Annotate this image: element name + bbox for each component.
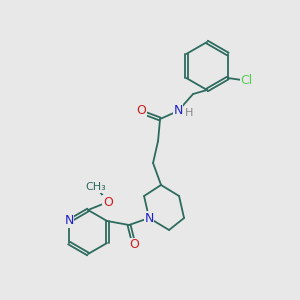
Text: N: N	[144, 212, 154, 224]
Text: N: N	[173, 104, 183, 118]
Text: H: H	[185, 108, 193, 118]
Text: O: O	[129, 238, 139, 251]
Text: O: O	[136, 104, 146, 118]
Text: N: N	[64, 214, 74, 227]
Text: O: O	[103, 196, 113, 208]
Text: O: O	[103, 196, 113, 208]
Text: Cl: Cl	[241, 74, 253, 86]
Text: CH₃: CH₃	[85, 182, 106, 192]
